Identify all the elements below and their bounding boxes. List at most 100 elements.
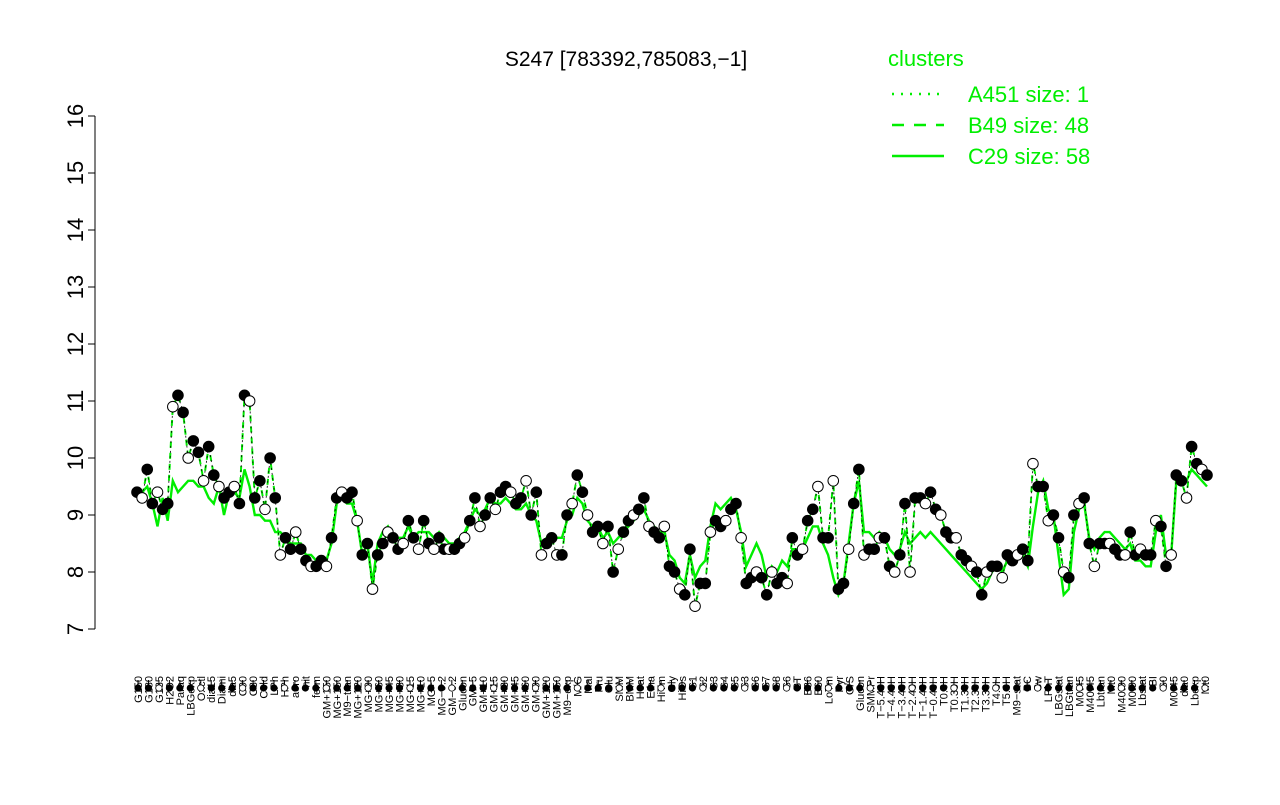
x-rug-mark [510, 684, 519, 692]
x-rug-mark [720, 684, 728, 692]
x-rug-mark [762, 684, 770, 692]
data-point [484, 492, 497, 504]
x-rug-mark [835, 684, 843, 692]
x-rug-mark [176, 684, 184, 692]
data-point [638, 492, 650, 504]
x-rug-mark [1065, 684, 1073, 692]
x-rug-mark [782, 684, 791, 692]
data-point [361, 537, 374, 550]
data-point [602, 520, 614, 533]
data-point [243, 395, 256, 407]
data-point [525, 509, 538, 521]
y-tick-label: 10 [63, 446, 88, 470]
data-point [187, 435, 200, 447]
data-point [346, 486, 358, 499]
x-rug-mark [688, 684, 697, 692]
x-rug-mark [1002, 684, 1010, 692]
data-point [853, 463, 865, 476]
data-point [141, 463, 154, 476]
data-point [970, 566, 983, 578]
x-rug-mark [542, 684, 550, 692]
data-point [735, 532, 747, 544]
data-point [295, 543, 307, 556]
data-point [1124, 526, 1137, 538]
data-point [878, 532, 891, 544]
data-point [597, 537, 609, 550]
data-point [766, 566, 778, 578]
data-point [387, 532, 399, 544]
x-rug-mark [1170, 684, 1178, 692]
data-point [904, 566, 916, 578]
x-rug-mark [270, 684, 278, 692]
x-rug-mark [678, 684, 686, 692]
data-point [668, 566, 681, 578]
x-tick-label: Lbtran [1095, 676, 1107, 707]
x-rug-mark [1096, 684, 1104, 692]
data-point [192, 446, 205, 459]
y-tick-label: 15 [63, 161, 88, 185]
data-point [699, 577, 712, 590]
data-point [561, 509, 573, 521]
data-point [264, 452, 276, 464]
data-point [520, 475, 532, 487]
x-rug-mark [898, 684, 906, 692]
data-point [146, 497, 159, 510]
data-point [566, 497, 578, 510]
data-point [837, 577, 850, 590]
data-point [504, 486, 517, 499]
x-rug-mark [479, 684, 487, 692]
data-point [376, 537, 389, 550]
x-rug-mark [155, 684, 163, 692]
data-point [786, 532, 799, 544]
x-rug-mark [908, 684, 916, 692]
data-point [827, 475, 840, 487]
x-rug-mark [730, 684, 738, 692]
x-rug-mark [469, 684, 477, 692]
data-point [320, 560, 333, 573]
x-rug-mark [343, 684, 351, 692]
x-tick-label: nit [300, 676, 312, 688]
legend: clusters A451 size: 1 B49 size: 48 C29 siz… [888, 46, 1090, 169]
x-rug-mark [845, 684, 853, 692]
data-point [259, 503, 271, 516]
x-rug-mark [186, 684, 194, 692]
data-point [704, 526, 717, 538]
data-point [412, 543, 425, 556]
x-rug-mark [1201, 684, 1209, 692]
data-point [653, 532, 666, 544]
data-point [1078, 492, 1090, 504]
x-rug-mark [960, 684, 969, 692]
x-rug-mark [918, 684, 927, 692]
data-point [469, 492, 481, 504]
x-rug-mark [709, 684, 717, 692]
x-rug-mark [615, 684, 623, 692]
data-point [571, 469, 584, 481]
x-rug-mark [374, 684, 383, 692]
data-point [1160, 560, 1172, 573]
series-layer [131, 389, 1213, 613]
data-point [581, 509, 594, 521]
x-rug-mark [333, 684, 341, 692]
data-point [545, 532, 558, 544]
data-point [924, 486, 937, 499]
data-point [796, 543, 809, 556]
x-rug-mark [280, 684, 289, 692]
data-point [689, 600, 701, 613]
x-rug-mark [636, 684, 644, 692]
y-tick-label: 9 [63, 509, 88, 521]
x-tick-label: T1.30H [959, 676, 971, 712]
y-tick-label: 14 [63, 218, 88, 242]
data-point [894, 549, 906, 561]
x-rug-mark [1054, 684, 1063, 692]
y-tick-label: 13 [63, 275, 88, 299]
x-rug-mark [207, 684, 215, 692]
data-point [274, 549, 287, 561]
data-point [428, 543, 440, 556]
x-rug-mark [1107, 684, 1115, 692]
x-rug-mark [605, 684, 613, 692]
data-point [279, 532, 292, 544]
x-axis: G150G180G135H2O2ParaqLBGexpOxctldia15Dia… [133, 675, 1212, 718]
x-rug-mark [531, 684, 540, 692]
data-point [1022, 554, 1034, 567]
